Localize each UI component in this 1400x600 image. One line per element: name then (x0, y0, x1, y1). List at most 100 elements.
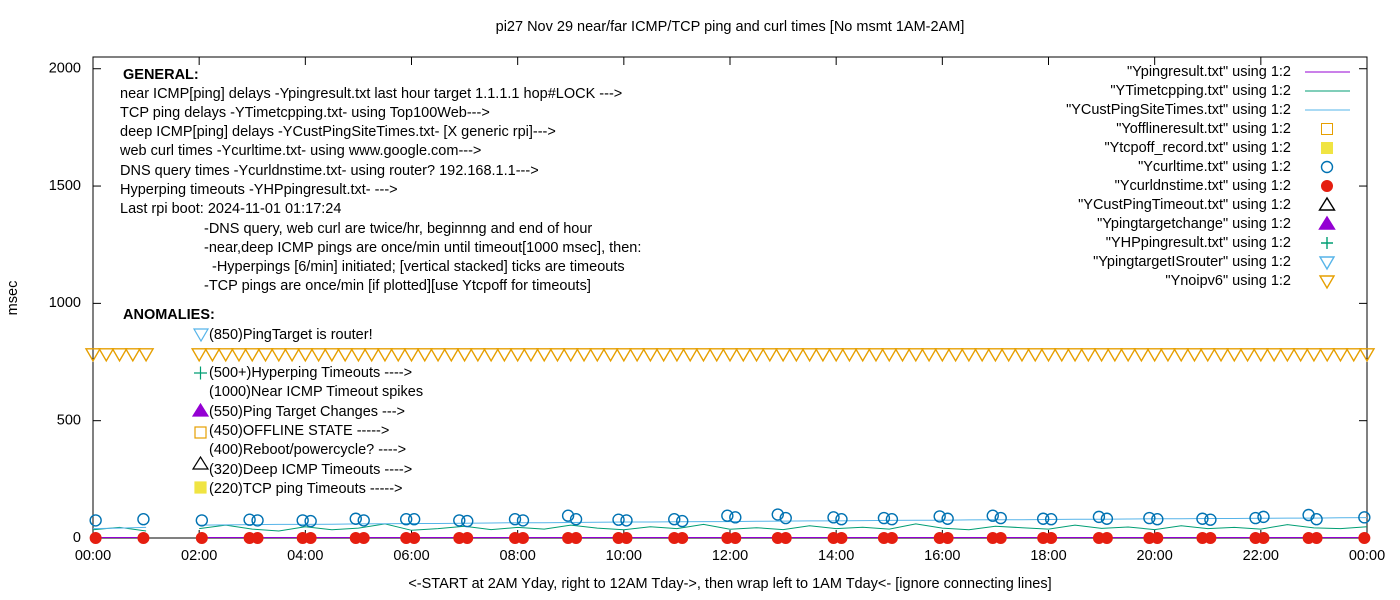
chart-title: pi27 Nov 29 near/far ICMP/TCP ping and c… (496, 19, 965, 35)
point (1310, 513, 1323, 526)
legend-label: "Yofflineresult.txt" using 1:2 (1116, 121, 1291, 137)
point (304, 532, 317, 544)
legend-swatch (1320, 160, 1334, 174)
legend-swatch (1321, 237, 1333, 249)
point (257, 348, 274, 363)
point (602, 348, 619, 363)
point (589, 348, 606, 363)
point (1100, 512, 1114, 525)
point (549, 348, 566, 363)
point (456, 348, 473, 363)
point (363, 348, 380, 363)
x-tick-label: 00:00 (1349, 548, 1385, 564)
x-tick-label: 16:00 (924, 548, 960, 564)
x-tick-label: 12:00 (712, 548, 748, 564)
x-tick-label: 14:00 (818, 548, 854, 564)
point (516, 514, 530, 527)
point (137, 348, 155, 363)
point (986, 509, 999, 522)
point (1252, 348, 1270, 363)
point (1080, 348, 1097, 363)
point (98, 348, 115, 363)
x-tick-label: 10:00 (606, 548, 642, 564)
point (1119, 348, 1137, 363)
point (403, 348, 420, 363)
annotation: deep ICMP[ping] delays -YCustPingSiteTim… (120, 124, 556, 140)
symbol (194, 426, 207, 439)
x-tick-label: 00:00 (75, 548, 111, 564)
point (1358, 532, 1371, 544)
point (1204, 513, 1217, 526)
point (620, 532, 633, 544)
point (1292, 348, 1309, 363)
legend-swatch (1318, 215, 1336, 230)
point (304, 514, 317, 528)
legend-label: "YCustPingTimeout.txt" using 1:2 (1078, 197, 1291, 213)
legend-swatch (1318, 275, 1336, 290)
symbol (194, 366, 207, 380)
point (408, 532, 421, 544)
annotation: (1000)Near ICMP Timeout spikes (209, 384, 423, 400)
point (283, 348, 301, 363)
point (336, 348, 354, 363)
point (729, 511, 742, 524)
legend-swatch (1318, 196, 1336, 211)
point (244, 348, 261, 363)
point (668, 513, 681, 526)
y-tick-label: 0 (73, 530, 81, 546)
point (1143, 511, 1156, 525)
x-tick-label: 02:00 (181, 548, 217, 564)
point (1106, 348, 1124, 363)
point (934, 348, 951, 363)
legend-label: "YpingtargetISrouter" using 1:2 (1093, 254, 1291, 270)
point (721, 348, 739, 363)
symbol (194, 481, 207, 494)
point (569, 513, 583, 526)
point (1040, 348, 1057, 363)
y-tick-label: 500 (57, 413, 81, 429)
point (841, 348, 858, 363)
annotation: (450)OFFLINE STATE -----> (209, 423, 389, 439)
x-tick-label: 22:00 (1243, 548, 1279, 564)
point (1172, 348, 1190, 363)
annotation: DNS query times -Ycurldnstime.txt- using… (120, 163, 539, 179)
x-tick-label: 20:00 (1137, 548, 1173, 564)
y-tick-label: 2000 (49, 61, 81, 77)
point (469, 348, 487, 363)
point (835, 513, 848, 526)
annotation: Hyperping timeouts -YHPpingresult.txt- -… (120, 182, 398, 198)
legend-label: "Ypingtargetchange" using 1:2 (1097, 216, 1291, 232)
annotation: ANOMALIES: (123, 307, 215, 323)
point (1310, 532, 1323, 544)
point (310, 348, 327, 363)
legend-label: "Ytcpoff_record.txt" using 1:2 (1104, 140, 1291, 156)
point (349, 512, 362, 525)
point (774, 348, 792, 363)
point (89, 514, 102, 527)
point (357, 532, 370, 544)
point (137, 513, 150, 526)
point (1226, 348, 1243, 363)
point (509, 348, 526, 363)
point (933, 510, 946, 523)
point (779, 511, 792, 525)
point (835, 532, 848, 544)
point (801, 348, 818, 363)
point (941, 512, 954, 525)
x-tick-label: 04:00 (287, 548, 323, 564)
series-line (92, 517, 1368, 530)
point (987, 348, 1004, 363)
legend-label: "Ypingresult.txt" using 1:2 (1127, 64, 1291, 80)
point (1133, 348, 1150, 363)
anomaly-symbols (191, 328, 210, 494)
point (867, 348, 885, 363)
point (570, 532, 583, 544)
point (1257, 510, 1270, 524)
point (461, 532, 474, 544)
point (827, 511, 840, 524)
annotation: TCP ping delays -YTimetcpping.txt- using… (120, 105, 490, 121)
point (628, 348, 646, 363)
annotation: web curl times -Ycurltime.txt- using www… (119, 143, 481, 159)
point (894, 348, 911, 363)
point (111, 348, 128, 363)
